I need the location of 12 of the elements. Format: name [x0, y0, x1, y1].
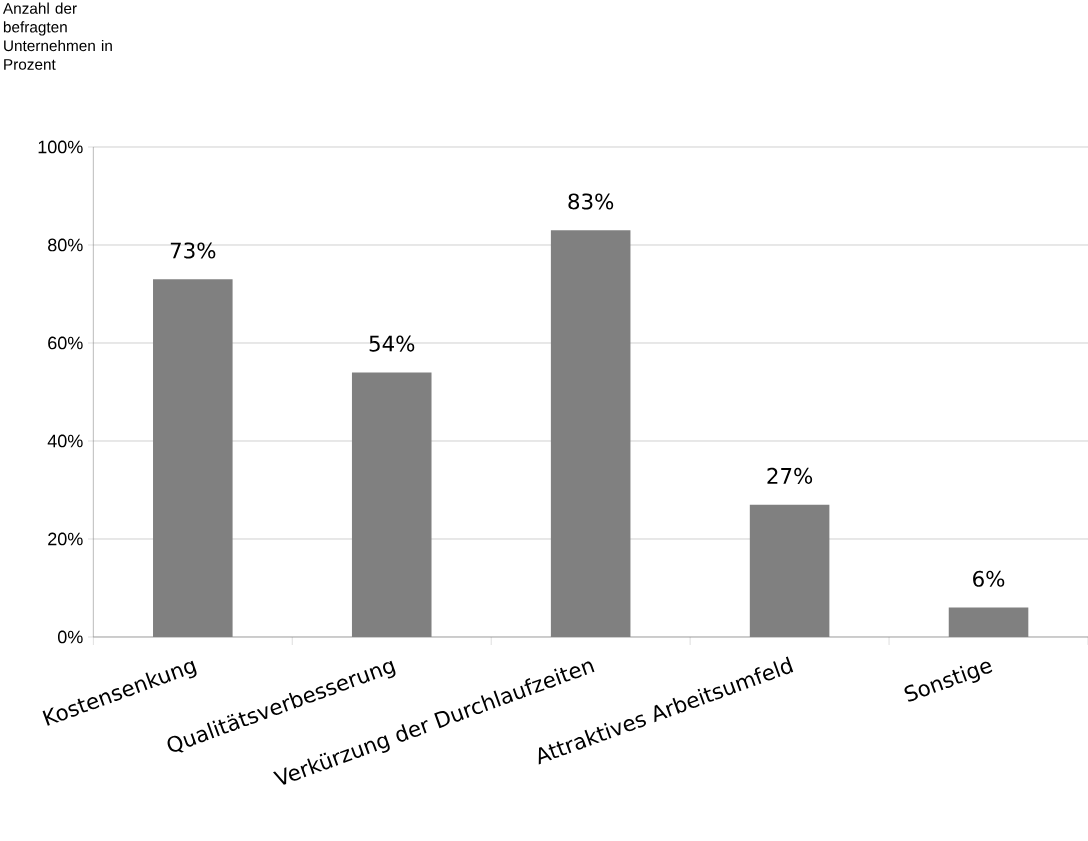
data-label: 6%: [973, 570, 1005, 587]
data-label: 27%: [767, 467, 813, 484]
data-label: 54%: [369, 335, 415, 352]
data-label: 83%: [568, 193, 614, 210]
y-axis-title: Anzahl der befragten Unternehmen in Prozent: [2, 2, 112, 70]
y-tick-label: 80%: [48, 238, 83, 252]
y-tick-label: 0%: [57, 630, 83, 644]
y-tick-label: 40%: [47, 434, 83, 448]
y-tick-label: 60%: [48, 336, 83, 350]
data-label: 73%: [170, 242, 216, 259]
y-tick-label: 20%: [48, 532, 83, 546]
y-tick-label: 100%: [38, 140, 83, 154]
